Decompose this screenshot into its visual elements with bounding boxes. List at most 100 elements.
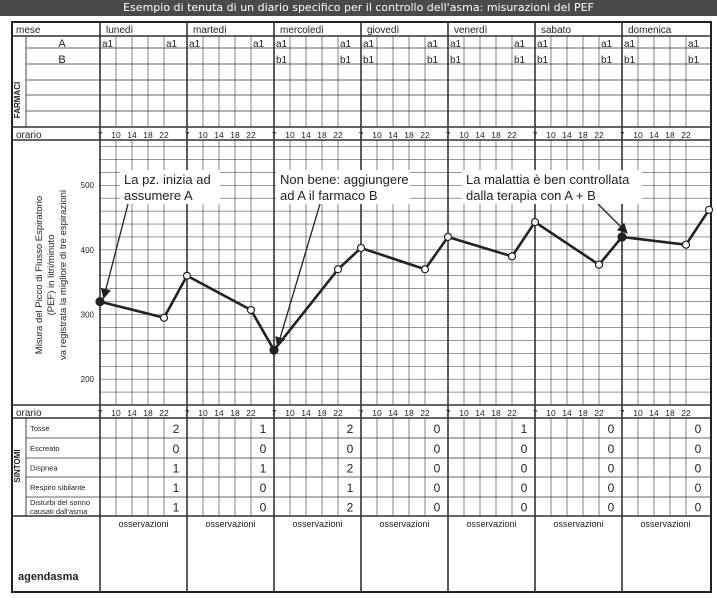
drug-entry: a1	[253, 39, 265, 50]
hour-tick: 10	[633, 408, 643, 418]
hour-tick: 10	[459, 408, 469, 418]
orario-label: orario	[16, 130, 42, 141]
pef-point	[617, 232, 627, 242]
symptom-name: Escreato	[30, 444, 60, 453]
hour-tick: 14	[562, 408, 572, 418]
hour-tick: 14	[562, 130, 572, 140]
hour-tick: 18	[143, 408, 153, 418]
hour-tick: 22	[594, 408, 604, 418]
annotation-box	[276, 170, 410, 204]
symptom-value: 0	[434, 422, 441, 436]
symptom-value: 0	[695, 481, 702, 495]
hour-tick: 18	[317, 130, 327, 140]
symptom-value: 1	[173, 481, 180, 495]
hour-tick: 22	[333, 408, 343, 418]
symptom-name: Respiro sibilante	[30, 483, 85, 492]
annotation-text: Non bene: aggiungere	[280, 172, 409, 187]
symptom-value: 2	[173, 422, 180, 436]
osservazioni-label: osservazioni	[640, 519, 690, 529]
hour-tick: 7	[272, 130, 277, 140]
symptom-value: 0	[521, 481, 528, 495]
annotation-text: dalla terapia con A + B	[466, 188, 596, 203]
y-tick-label: 200	[81, 375, 95, 384]
hour-tick: 7	[533, 130, 538, 140]
hour-tick: 18	[404, 130, 414, 140]
day-label: venerdì	[454, 25, 488, 36]
hour-tick: 10	[198, 408, 208, 418]
pef-point	[443, 232, 453, 242]
day-label: giovedì	[367, 25, 399, 36]
hour-tick: 14	[649, 130, 659, 140]
drug-entry: b1	[276, 55, 288, 66]
symptom-value: 0	[521, 462, 528, 476]
symptom-value: 2	[347, 462, 354, 476]
drug-entry: a1	[514, 39, 526, 50]
brand-logo: agendasma	[18, 571, 79, 583]
symptom-value: 1	[173, 501, 180, 515]
symptom-value: 1	[260, 422, 267, 436]
pef-point	[182, 271, 192, 280]
symptom-value: 0	[173, 442, 180, 456]
osservazioni-label: osservazioni	[379, 519, 429, 529]
pef-axis-label: (PEF) in litri/minuto	[46, 235, 57, 316]
symptom-value: 0	[695, 501, 702, 515]
hour-tick: 18	[578, 408, 588, 418]
symptom-value: 0	[434, 462, 441, 476]
drug-entry: a1	[624, 39, 636, 50]
hour-tick: 18	[665, 130, 675, 140]
pef-point	[530, 217, 540, 227]
pef-point	[681, 240, 691, 249]
mese-label: mese	[16, 25, 41, 36]
symptom-value: 0	[347, 442, 354, 456]
drug-entry: b1	[450, 55, 462, 66]
drug-entry: b1	[514, 55, 526, 66]
symptom-value: 0	[608, 462, 615, 476]
hour-tick: 18	[491, 408, 501, 418]
hour-tick: 18	[491, 130, 501, 140]
hour-tick: 14	[301, 130, 311, 140]
drug-name: A	[58, 38, 66, 50]
symptom-name: Tosse	[30, 424, 50, 433]
annotation-box	[462, 170, 642, 204]
hour-tick: 10	[111, 130, 121, 140]
hour-tick: 10	[372, 130, 382, 140]
drug-entry: b1	[537, 55, 549, 66]
orario-label: orario	[16, 408, 42, 419]
hour-tick: 7	[272, 408, 277, 418]
hour-tick: 22	[420, 130, 430, 140]
symptom-value: 0	[521, 442, 528, 456]
symptom-value: 0	[695, 462, 702, 476]
annotation-box	[120, 170, 220, 204]
hour-tick: 14	[127, 130, 137, 140]
hour-tick: 10	[111, 408, 121, 418]
hour-tick: 18	[665, 408, 675, 418]
symptom-value: 0	[695, 442, 702, 456]
pef-point	[95, 296, 105, 307]
symptom-value: 0	[608, 481, 615, 495]
annotation-text: ad A il farmaco B	[280, 188, 378, 203]
hour-tick: 18	[230, 130, 240, 140]
hour-tick: 7	[620, 130, 625, 140]
osservazioni-label: osservazioni	[553, 519, 603, 529]
hour-tick: 10	[372, 408, 382, 418]
symptom-value: 1	[260, 462, 267, 476]
drug-entry: b1	[363, 55, 375, 66]
symptom-value: 2	[347, 422, 354, 436]
drug-entry: a1	[189, 39, 201, 50]
hour-tick: 7	[620, 408, 625, 418]
hour-tick: 10	[285, 408, 295, 418]
hour-tick: 7	[185, 130, 190, 140]
symptom-value: 0	[521, 501, 528, 515]
pef-point	[356, 243, 366, 253]
symptom-value: 1	[521, 422, 528, 436]
hour-tick: 7	[98, 130, 103, 140]
osservazioni-label: osservazioni	[205, 519, 255, 529]
hour-tick: 14	[475, 130, 485, 140]
drug-entry: a1	[363, 39, 375, 50]
day-label: mercoledì	[280, 25, 324, 36]
drug-entry: a1	[102, 39, 114, 50]
annotation-text: La malattia è ben controllata	[466, 172, 630, 187]
sheet-frame	[11, 21, 712, 593]
